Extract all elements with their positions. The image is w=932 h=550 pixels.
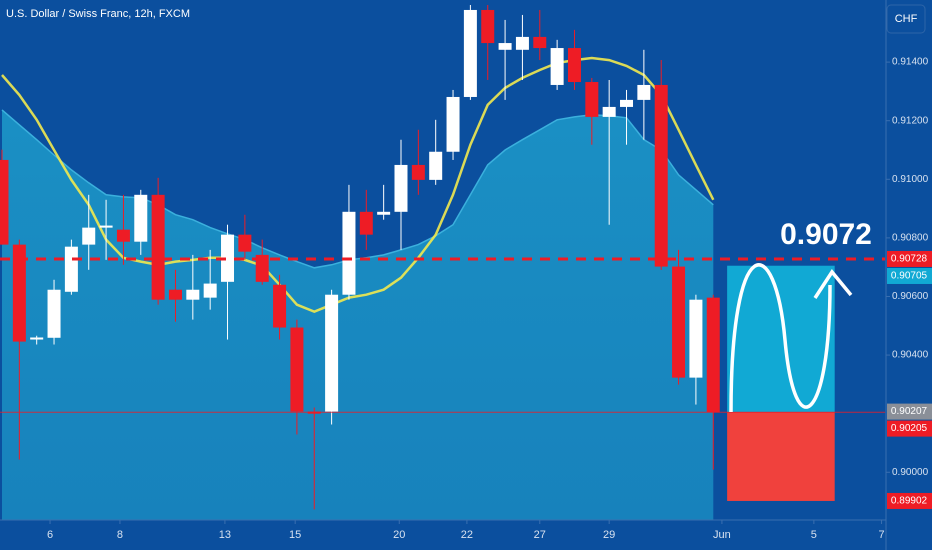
candle-body [47, 289, 61, 338]
currency-button[interactable] [886, 4, 926, 34]
price-tag-label: 0.90728 [891, 254, 928, 265]
candle-body [64, 246, 78, 292]
x-tick-label: 8 [117, 529, 123, 541]
candle-body [359, 211, 373, 235]
price-tag-label: 0.90705 [891, 271, 928, 282]
candle-body [463, 9, 477, 97]
price-tag-label: 0.90205 [891, 423, 928, 434]
price-tag [887, 403, 932, 420]
candle-body [82, 227, 96, 245]
candle-body [273, 284, 287, 328]
x-tick-label: 13 [219, 529, 231, 541]
candle-body [515, 36, 529, 50]
candle-body [429, 151, 443, 180]
candle-body [672, 266, 686, 378]
y-tick-label: 0.90400 [892, 350, 929, 361]
candle-body [12, 244, 26, 342]
candle-body [377, 211, 391, 215]
x-tick-label: Jun [713, 529, 731, 541]
x-tick-label: 29 [603, 529, 615, 541]
candle-body [30, 337, 44, 340]
target-zone [727, 265, 835, 413]
y-tick-label: 0.90600 [892, 291, 929, 302]
x-tick-label: 7 [878, 529, 884, 541]
y-tick-label: 0.90800 [892, 233, 929, 244]
candle-body [533, 36, 547, 49]
candle-body [446, 96, 460, 152]
x-tick-label: 15 [289, 529, 301, 541]
candle-body [168, 289, 182, 300]
x-tick-label: 5 [811, 529, 817, 541]
y-tick-label: 0.90000 [892, 467, 929, 478]
candle-body [134, 194, 148, 242]
candle-body [203, 283, 217, 298]
candle-body [221, 234, 235, 282]
candle-body [325, 294, 339, 412]
candle-body [706, 297, 720, 413]
candle-body [342, 211, 356, 295]
projection-wave [729, 263, 832, 413]
y-tick-label: 0.91000 [892, 174, 929, 185]
candle-body [602, 106, 616, 117]
candle-body [498, 43, 512, 50]
x-tick-label: 20 [393, 529, 405, 541]
x-tick-label: 6 [47, 529, 53, 541]
candle-body [550, 48, 564, 85]
candle-body [654, 84, 668, 267]
price-annotation: 0.9072 [780, 218, 872, 251]
price-tag [887, 267, 932, 284]
candle-body [689, 299, 703, 378]
chart-title: U.S. Dollar / Swiss Franc, 12h, FXCM [6, 8, 190, 20]
y-tick-label: 0.91400 [892, 57, 929, 68]
price-tag [887, 250, 932, 267]
candle-body [116, 229, 130, 242]
candle-body [99, 225, 113, 228]
stop-zone [727, 412, 835, 501]
candle-body [637, 84, 651, 100]
candle-body [394, 164, 408, 212]
x-tick-label: 27 [534, 529, 546, 541]
candle-body [186, 289, 200, 300]
y-tick-label: 0.91200 [892, 115, 929, 126]
candle-body [290, 327, 304, 412]
candle-body [0, 159, 9, 245]
price-tag [887, 492, 932, 509]
fast-ma-line [1, 56, 715, 314]
candle-body [481, 9, 495, 44]
candle-body [238, 234, 252, 252]
price-tag [887, 420, 932, 437]
slow-ma-area [2, 109, 714, 521]
plot-area [0, 4, 885, 521]
candle-body [255, 254, 269, 282]
price-tag-label: 0.90207 [891, 406, 928, 417]
candle-body [620, 99, 634, 107]
price-tag-label: 0.89902 [891, 496, 928, 507]
candle-body [151, 194, 165, 300]
x-tick-label: 22 [461, 529, 473, 541]
candle-body [411, 164, 425, 180]
projection-arrowhead [813, 269, 853, 299]
candle-body [585, 82, 599, 117]
currency-label[interactable]: CHF [895, 13, 918, 25]
candle-body [567, 48, 581, 83]
